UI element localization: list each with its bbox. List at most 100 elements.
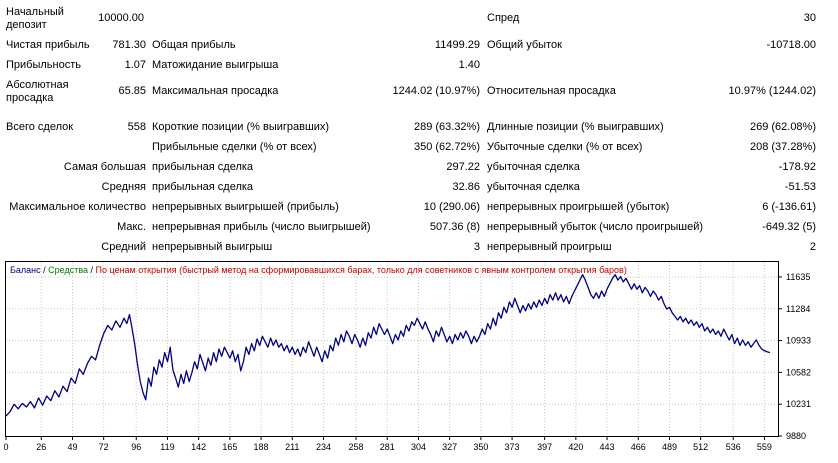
label-net-profit: Чистая прибыль: [6, 39, 90, 51]
label-largest-profit: прибыльная сделка: [152, 161, 254, 173]
value-max-cons-loss: -649.32 (5): [762, 221, 816, 233]
value-max-cons-profit: 507.36 (8): [429, 221, 480, 233]
balance-line: [5, 274, 771, 417]
label-profit-factor: Прибыльность: [6, 59, 81, 71]
value-expected-payoff: 1.40: [458, 59, 480, 71]
chart-grid: [6, 262, 778, 436]
value-profit-factor: 1.07: [124, 59, 146, 71]
y-tick-label: 9880: [786, 431, 806, 441]
x-tick-label: 489: [662, 442, 677, 452]
label-gross-loss: Общий убыток: [487, 39, 562, 51]
x-tick-label: 350: [473, 442, 488, 452]
chart-legend: Баланс / Средства / По ценам открытия (б…: [10, 265, 627, 275]
chart-frame: [5, 261, 779, 437]
x-tick-label: 536: [726, 442, 741, 452]
value-spread: 30: [803, 12, 816, 24]
label-largest: Самая большая: [63, 161, 146, 173]
label-max-cons-loss: непрерывный убыток (число проигрышей): [487, 221, 704, 233]
x-tick-label: 211: [285, 442, 299, 452]
label-average-loss: убыточная сделка: [487, 181, 580, 193]
label-avg-cons-wins: непрерывный выигрыш: [152, 241, 273, 253]
x-tick-label: 420: [568, 442, 583, 452]
x-tick-label: 281: [380, 442, 395, 452]
x-tick-label: 96: [131, 442, 141, 452]
legend-sep-2: /: [88, 265, 96, 275]
value-net-profit: 781.30: [112, 39, 146, 51]
y-tick-label: 11284: [786, 304, 810, 314]
x-tick-label: 26: [36, 442, 46, 452]
label-maximal: Макс.: [117, 221, 146, 233]
x-tick-label: 188: [254, 442, 269, 452]
value-largest-profit: 297.22: [446, 161, 480, 173]
label-max-consecutive: Максимальное количество: [9, 201, 146, 213]
y-tick-label: 11635: [786, 272, 810, 282]
value-max-cons-losses: 6 (-136.61): [762, 201, 816, 213]
label-profit-trades: Прибыльные сделки (% от всех): [152, 141, 317, 153]
value-largest-loss: -178.92: [778, 161, 816, 173]
x-tick-label: 258: [349, 442, 364, 452]
x-tick-label: 234: [316, 442, 331, 452]
y-tick-label: 10231: [786, 399, 811, 409]
x-tick-label: 466: [631, 442, 646, 452]
x-tick-label: 119: [160, 442, 174, 452]
legend-equity: Средства: [48, 265, 88, 275]
label-short-positions: Короткие позиции (% выигравших): [152, 121, 330, 133]
label-spread: Спред: [487, 12, 520, 24]
value-gross-loss: -10718.00: [766, 39, 816, 51]
x-tick-label: 512: [693, 442, 708, 452]
label-average-profit: прибыльная сделка: [152, 181, 254, 193]
x-tick-label: 443: [600, 442, 615, 452]
legend-model: По ценам открытия (быстрый метод на сфор…: [96, 265, 627, 275]
x-tick-label: 397: [537, 442, 552, 452]
x-tick-label: 373: [505, 442, 520, 452]
x-tick-label: 559: [757, 442, 772, 452]
y-axis: 9880 10231 10582 10933 11284 11635: [778, 272, 811, 441]
value-avg-cons-wins: 3: [473, 241, 480, 253]
value-average-profit: 32.86: [452, 181, 480, 193]
label-avg-cons-losses: непрерывный проигрыш: [487, 241, 612, 253]
legend-balance: Баланс: [10, 265, 41, 275]
value-max-cons-wins: 10 (290.06): [423, 201, 480, 213]
x-tick-label: 327: [442, 442, 457, 452]
label-avg-consecutive: Средний: [101, 241, 146, 253]
x-tick-label: 0: [4, 442, 9, 452]
value-initial-deposit: 10000.00: [98, 12, 144, 24]
y-tick-label: 10933: [786, 336, 811, 346]
label-initial-deposit: Начальный депозит: [6, 6, 64, 31]
label-max-drawdown: Максимальная просадка: [152, 85, 279, 97]
value-max-drawdown: 1244.02 (10.97%): [392, 85, 480, 97]
value-avg-cons-losses: 2: [809, 241, 816, 253]
label-total-trades: Всего сделок: [6, 121, 74, 133]
label-loss-trades: Убыточные сделки (% от всех): [487, 141, 643, 153]
x-axis: 0 26 49 72 96 119 142 165 188 211 234 258 281 304 327 3…: [4, 436, 772, 452]
label-gross-profit: Общая прибыль: [152, 39, 236, 51]
label-expected-payoff: Матожидание выигрыша: [152, 59, 279, 71]
label-largest-loss: убыточная сделка: [487, 161, 580, 173]
value-profit-trades: 350 (62.72%): [413, 141, 480, 153]
x-tick-label: 165: [222, 442, 237, 452]
value-average-loss: -51.53: [784, 181, 816, 193]
balance-chart-svg: Баланс / Средства / По ценам открытия (б…: [4, 261, 811, 452]
value-loss-trades: 208 (37.28%): [749, 141, 816, 153]
value-gross-profit: 11499.29: [434, 39, 480, 51]
legend-sep-1: /: [41, 265, 49, 275]
x-tick-label: 304: [411, 442, 426, 452]
x-tick-label: 72: [99, 442, 109, 452]
label-max-cons-profit: непрерывная прибыль (число выигрышей): [152, 221, 371, 233]
label-abs-drawdown: Абсолютная просадка: [6, 79, 69, 104]
label-max-cons-losses: непрерывных проигрышей (убыток): [487, 201, 670, 213]
value-short-positions: 289 (63.32%): [413, 121, 480, 133]
value-total-trades: 558: [127, 121, 146, 133]
x-tick-label: 49: [67, 442, 77, 452]
value-rel-drawdown: 10.97% (1244.02): [728, 85, 816, 97]
chart-series: [5, 274, 771, 417]
label-rel-drawdown: Относительная просадка: [487, 85, 616, 97]
label-max-cons-wins: непрерывных выигрышей (прибыль): [152, 201, 339, 213]
value-long-positions: 269 (62.08%): [749, 121, 816, 133]
value-abs-drawdown: 65.85: [118, 85, 146, 97]
x-tick-label: 142: [191, 442, 206, 452]
label-average: Средняя: [101, 181, 146, 193]
label-long-positions: Длинные позиции (% выигравших): [487, 121, 664, 133]
balance-chart: Баланс / Средства / По ценам открытия (б…: [4, 260, 834, 460]
y-tick-label: 10582: [786, 367, 811, 377]
